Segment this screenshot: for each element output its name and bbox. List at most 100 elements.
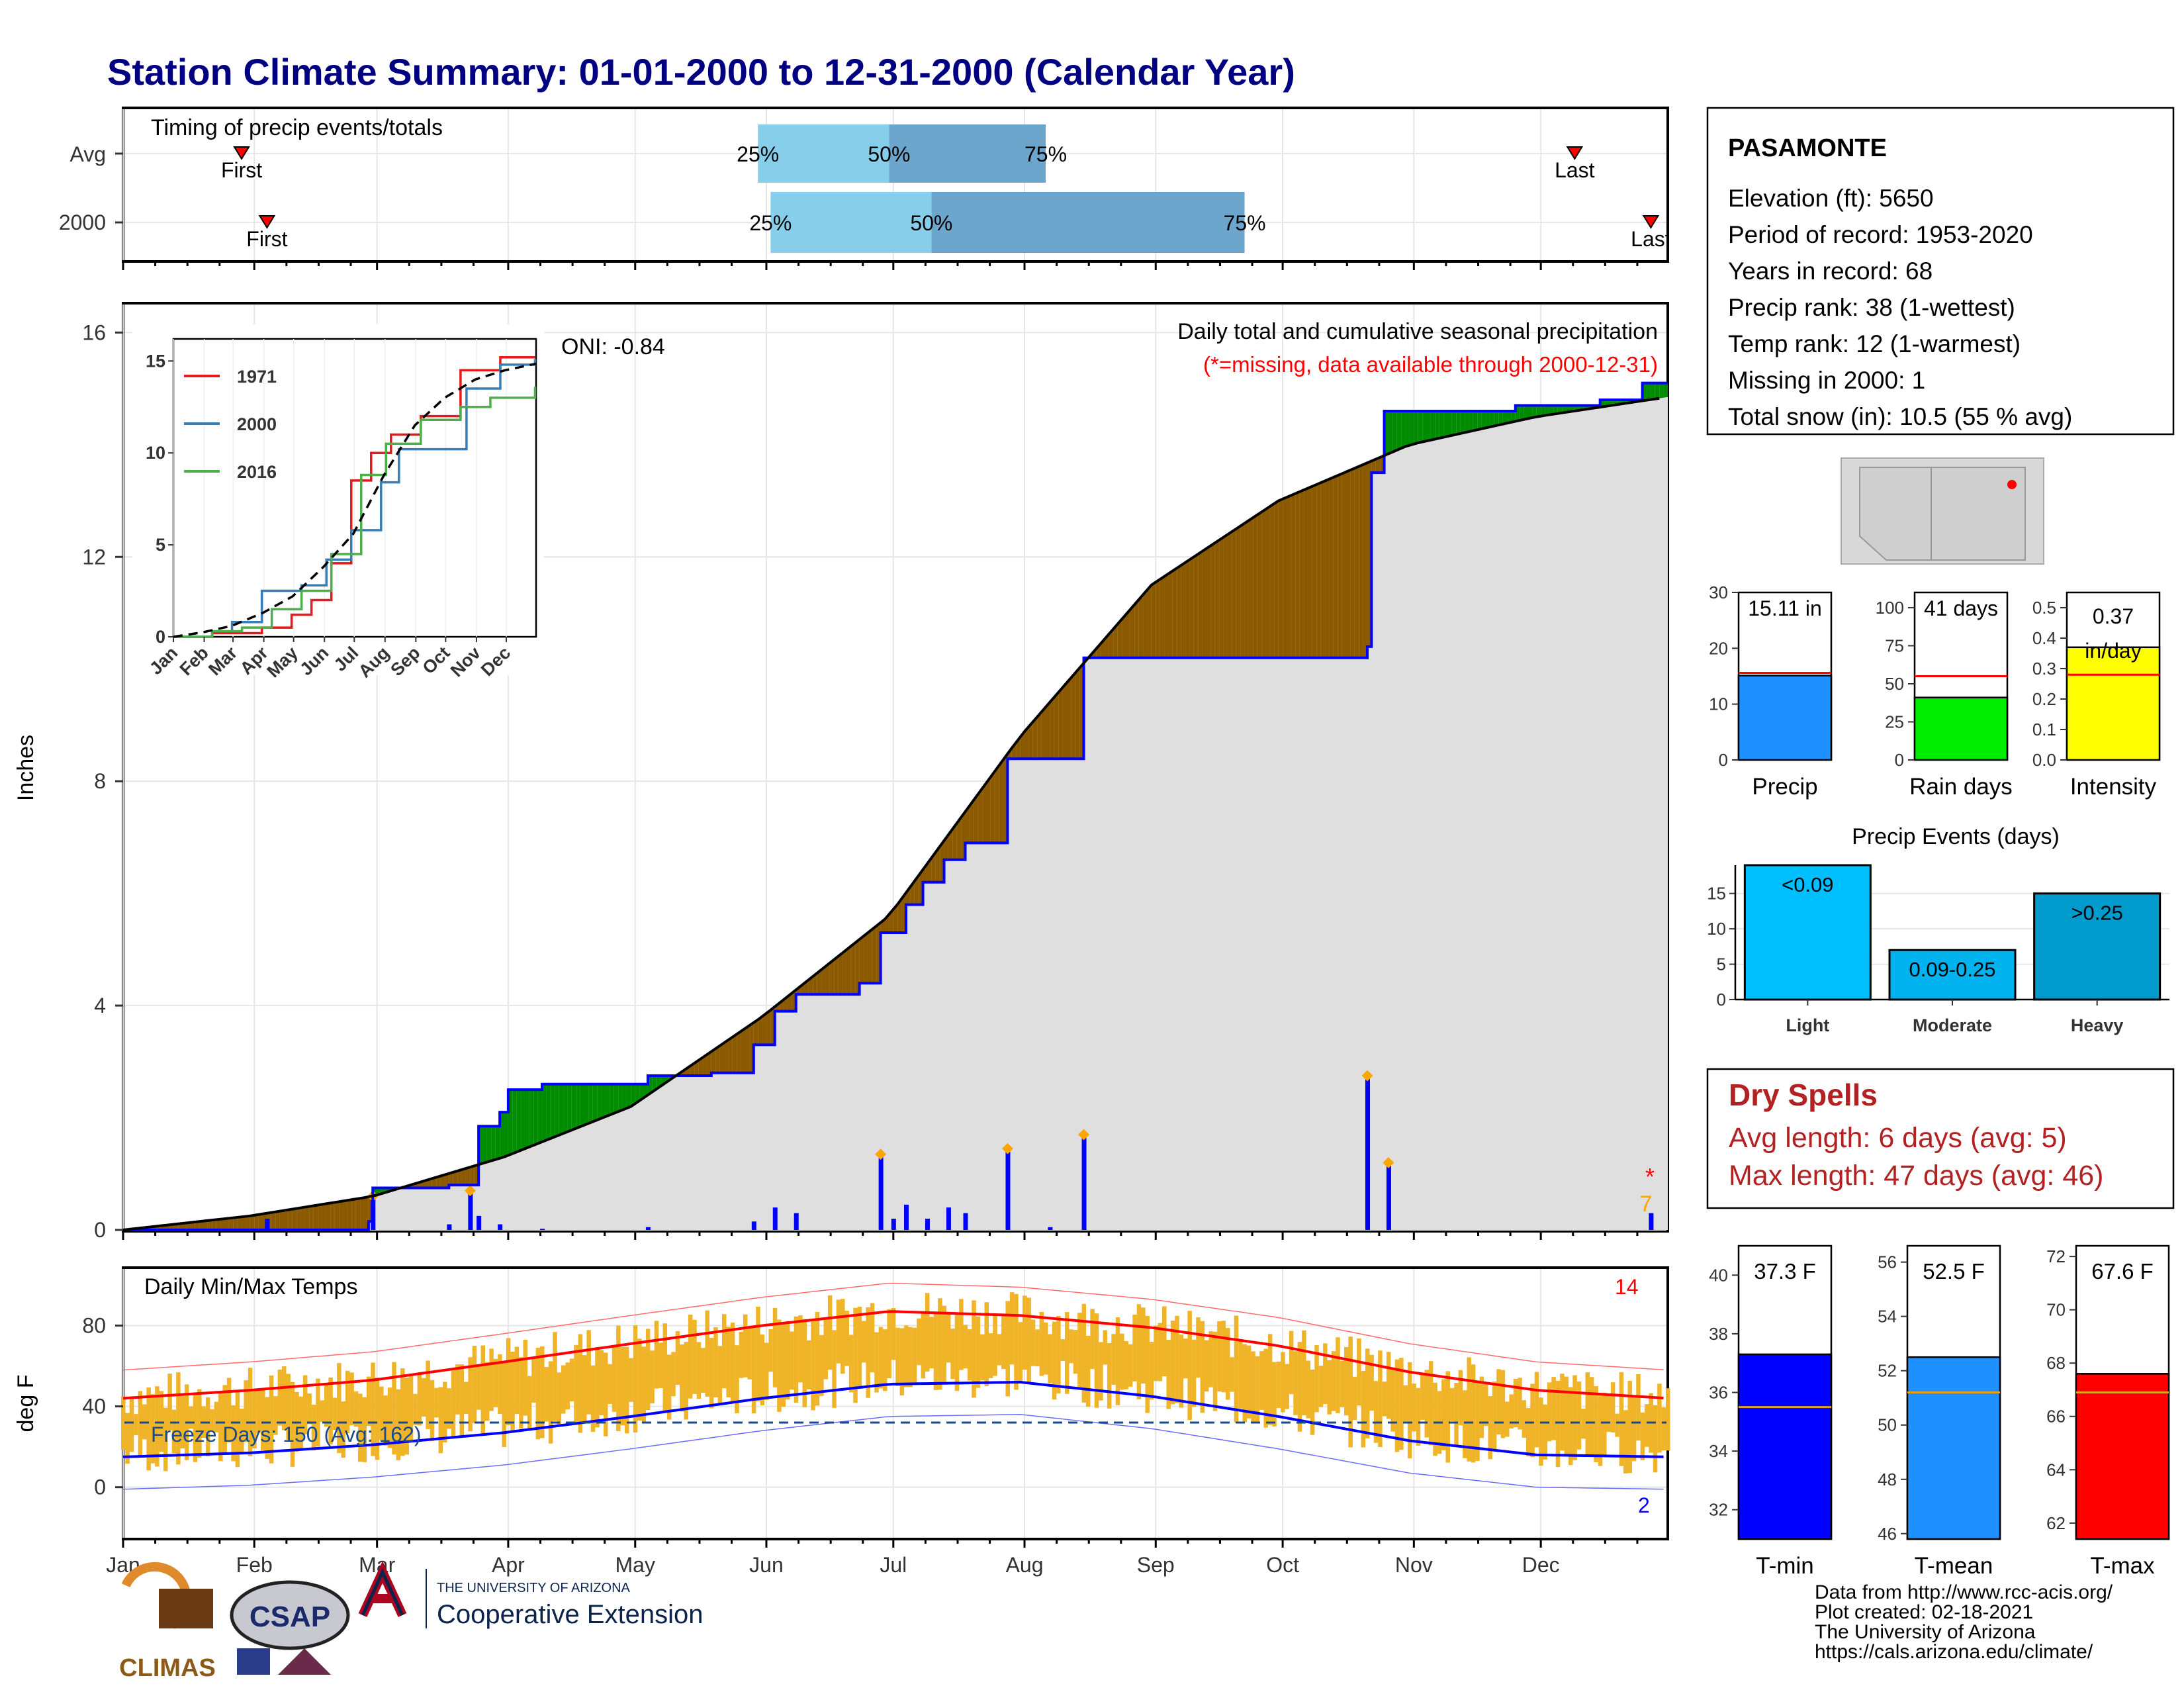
deficit-segment (334, 1201, 340, 1230)
daily-temp-bar (1433, 1382, 1437, 1456)
daily-temp-bar (1365, 1348, 1370, 1438)
deficit-segment (1223, 534, 1228, 658)
daily-temp-bar (273, 1396, 278, 1435)
daily-temp-bar (1539, 1397, 1543, 1466)
t-max-ytick-label: 66 (2046, 1407, 2066, 1427)
deficit-segment (1261, 509, 1266, 658)
daily-precip-marker (464, 1185, 476, 1197)
daily-temp-bar (324, 1383, 329, 1427)
t-max-ytick-label: 70 (2046, 1300, 2066, 1320)
daily-temp-bar (404, 1377, 409, 1455)
daily-temp-bar (1276, 1361, 1281, 1409)
deficit-segment (1329, 477, 1334, 658)
daily-temp-bar (459, 1364, 465, 1436)
daily-temp-bar (1158, 1323, 1163, 1382)
surplus-segment (1507, 410, 1512, 424)
last-event-label: Last (1555, 158, 1595, 182)
surplus-segment (1498, 410, 1503, 426)
daily-temp-bar (328, 1377, 333, 1445)
daily-temp-bar (557, 1372, 562, 1427)
daily-temp-bar (1297, 1342, 1302, 1432)
daily-precip-bar (1048, 1227, 1053, 1230)
daily-temp-bar (574, 1344, 578, 1424)
surplus-segment (529, 1090, 534, 1147)
daily-temp-bar (1543, 1404, 1548, 1460)
daily-precip-bar (751, 1221, 756, 1230)
daily-temp-bar (659, 1342, 663, 1388)
daily-temp-bar (569, 1358, 574, 1402)
daily-temp-bar (1255, 1356, 1260, 1424)
daily-temp-bar (1115, 1317, 1120, 1405)
daily-temp-bar (256, 1389, 261, 1433)
deficit-segment (1181, 562, 1186, 658)
daily-temp-bar (1327, 1360, 1332, 1415)
surplus-segment (1557, 405, 1563, 414)
temp-summary-bars: 32 34 36 38 40 T-min 37.3 F 46 48 50 52 54 56 T-mean 5… (1709, 1244, 2170, 1579)
surplus-segment (1511, 410, 1516, 422)
daily-temp-bar (417, 1374, 422, 1426)
deficit-segment (808, 976, 813, 995)
daily-temp-bar (252, 1390, 257, 1448)
deficit-segment (990, 771, 995, 843)
daily-temp-bar (337, 1363, 341, 1454)
daily-temp-bar (1281, 1352, 1285, 1413)
deficit-segment (1147, 585, 1152, 658)
surplus-segment (618, 1084, 623, 1112)
daily-temp-bar (1496, 1369, 1501, 1435)
t-max-ytick-label: 72 (2046, 1246, 2066, 1266)
daily-temp-bar (129, 1398, 134, 1452)
deficit-segment (999, 759, 1004, 843)
deficit-segment (855, 939, 860, 995)
timing-row-avg-label: Avg (69, 142, 106, 166)
daily-temp-bar (1479, 1376, 1484, 1438)
deficit-segment (889, 910, 893, 933)
daily-temp-bar (353, 1391, 359, 1427)
daily-temp-bar (189, 1406, 193, 1429)
daily-temp-bar (1467, 1357, 1471, 1462)
dry-spells-box: Dry Spells Avg length: 6 days (avg: 5) M… (1706, 1068, 2175, 1209)
daily-temp-bar (387, 1387, 392, 1448)
deficit-segment (1333, 475, 1338, 658)
precip-ytick-label: 0 (94, 1218, 106, 1242)
timing-row-2000-label: 2000 (59, 211, 106, 234)
surplus-segment (1418, 410, 1423, 443)
month-label: Aug (1006, 1553, 1044, 1577)
first-event-marker (258, 215, 276, 229)
surplus-segment (1447, 410, 1452, 437)
station-box-frame (1706, 107, 2175, 436)
avg-max-line (122, 1310, 1664, 1400)
page-title: Station Climate Summary: 01-01-2000 to 1… (107, 51, 1295, 93)
deficit-segment (1046, 702, 1050, 759)
deficit-segment (1138, 594, 1144, 658)
avg-min-line (122, 1380, 1664, 1458)
daily-temp-bar (1373, 1381, 1379, 1443)
daily-temp-bar (1196, 1317, 1201, 1378)
precip-summary-bars: 0 10 20 30 Precip 15.11 in 0 25 50 75 100 Rain days… (1709, 583, 2161, 800)
t-max-bar (2075, 1373, 2170, 1540)
surplus-segment (626, 1084, 631, 1109)
deficit-segment (1054, 692, 1059, 759)
deficit-segment (1375, 457, 1381, 473)
daily-temp-bar (1023, 1295, 1027, 1370)
daily-precip-bar (891, 1219, 896, 1230)
deficit-segment (1227, 532, 1232, 658)
arizona-shape (1859, 467, 1932, 561)
cumulative-2000-line (123, 381, 1668, 1231)
daily-temp-bar (582, 1355, 587, 1422)
daily-temp-bar (1602, 1392, 1607, 1456)
daily-precip-bar (794, 1213, 799, 1230)
daily-temp-bar (1488, 1396, 1492, 1460)
deficit-segment (846, 946, 851, 995)
daily-precip-bar (540, 1229, 545, 1230)
surplus-segment (614, 1084, 619, 1113)
daily-temp-bar (1492, 1381, 1497, 1450)
deficit-segment (1283, 497, 1287, 658)
deficit-segment (787, 993, 792, 1011)
month-label: Feb (236, 1553, 273, 1577)
deficit-segment (254, 1214, 259, 1230)
daily-temp-bar (463, 1382, 469, 1415)
surplus-segment (1527, 405, 1533, 419)
deficit-segment (242, 1216, 246, 1230)
daily-temp-bar (1348, 1336, 1353, 1448)
